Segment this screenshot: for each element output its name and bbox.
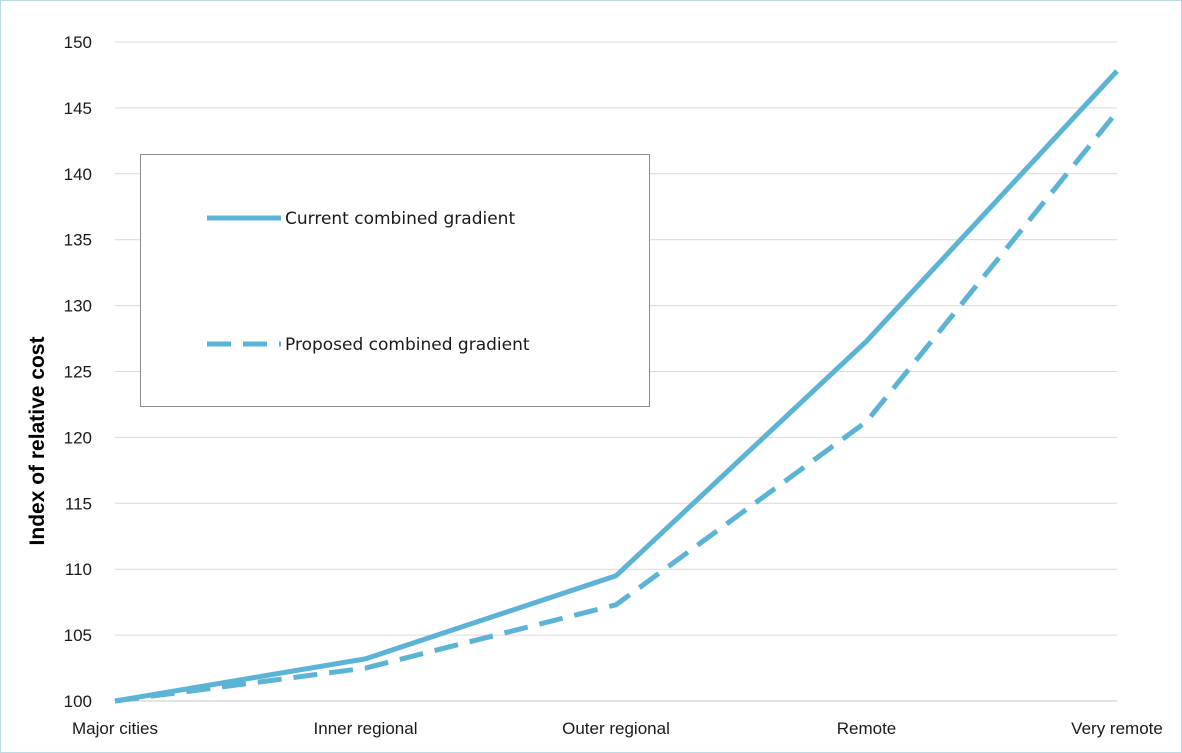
- y-tick-label: 125: [64, 363, 92, 382]
- y-tick-label: 130: [64, 297, 92, 316]
- legend-label: Current combined gradient: [285, 209, 515, 229]
- legend-label: Proposed combined gradient: [285, 335, 530, 355]
- y-axis-tick-labels: 100 105 110 115 120 125 130 135 140 145 150: [64, 33, 92, 711]
- legend: Current combined gradient Proposed combin…: [140, 154, 650, 407]
- x-tick-label: Major cities: [72, 719, 158, 738]
- y-tick-label: 110: [65, 560, 92, 579]
- x-tick-label: Remote: [837, 719, 897, 738]
- y-tick-label: 115: [65, 494, 92, 513]
- y-tick-label: 135: [64, 231, 92, 250]
- y-tick-label: 140: [64, 165, 92, 184]
- y-tick-label: 120: [64, 428, 92, 447]
- y-tick-label: 145: [64, 99, 92, 118]
- legend-box: [140, 154, 650, 407]
- y-tick-label: 105: [64, 626, 92, 645]
- y-axis-label: Index of relative cost: [26, 337, 49, 546]
- y-tick-label: 150: [64, 33, 92, 52]
- x-axis-tick-labels: Major cities Inner regional Outer regional…: [72, 719, 1163, 738]
- x-tick-label: Very remote: [1071, 719, 1163, 738]
- y-tick-label: 100: [64, 692, 92, 711]
- x-tick-label: Outer regional: [562, 719, 670, 738]
- x-tick-label: Inner regional: [314, 719, 418, 738]
- series-lines: [114, 69, 1119, 704]
